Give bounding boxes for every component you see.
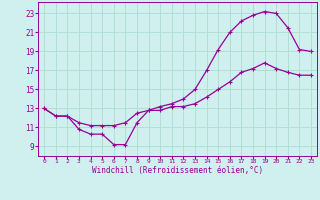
X-axis label: Windchill (Refroidissement éolien,°C): Windchill (Refroidissement éolien,°C) xyxy=(92,166,263,175)
